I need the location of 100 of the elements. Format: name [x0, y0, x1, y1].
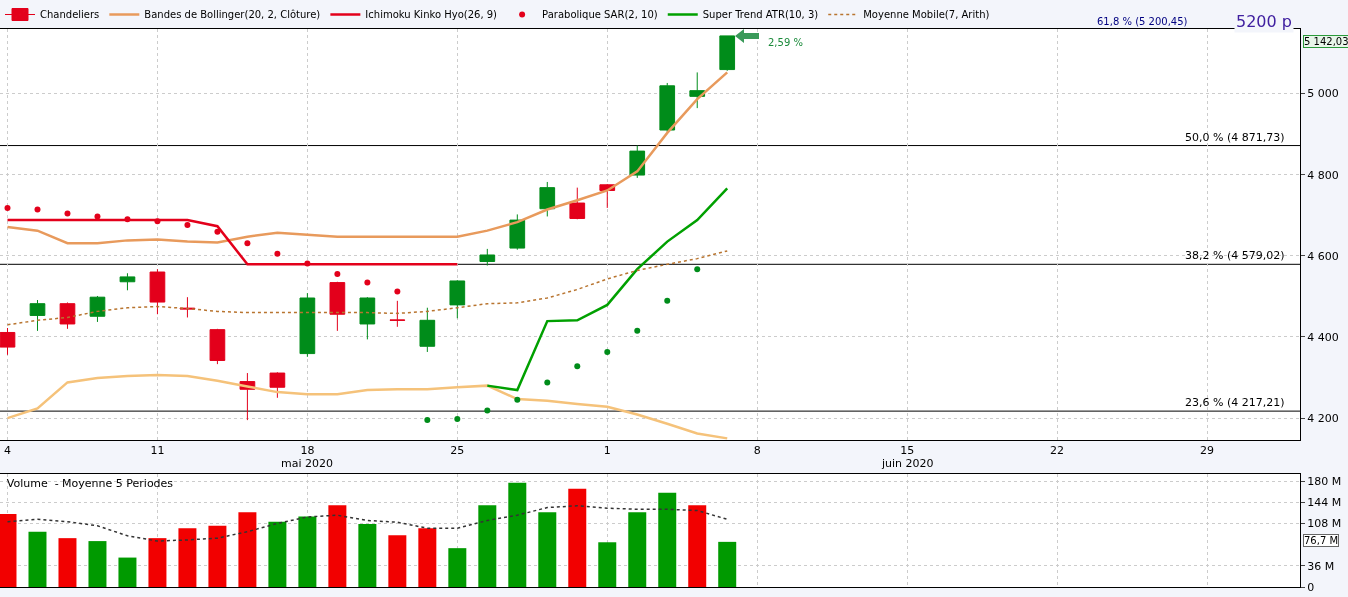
- bar: [238, 512, 257, 587]
- legend-label: Bandes de Bollinger(20, 2, Clôture): [144, 9, 321, 21]
- candlestick: [329, 281, 346, 332]
- bar: [718, 541, 737, 587]
- candlestick: [719, 35, 736, 72]
- legend-label: Ichimoku Kinko Hyo(26, 9): [365, 9, 498, 21]
- point: [214, 228, 221, 235]
- line-series: [6, 373, 729, 440]
- point: [364, 279, 371, 286]
- point: [604, 348, 611, 355]
- ref-line-label: 50,0 % (4 871,73): [1185, 131, 1285, 144]
- text: 76,7 M: [1304, 535, 1339, 546]
- point: [424, 417, 431, 424]
- candlestick: [209, 328, 226, 365]
- y-tick-label: 0: [1307, 580, 1315, 594]
- line-series: [6, 71, 729, 245]
- bar: [118, 557, 137, 587]
- candlestick: [59, 301, 76, 330]
- y-tick-label: 36 M: [1307, 559, 1335, 573]
- legend-label: Parabolique SAR(2, 10): [542, 9, 658, 21]
- point: [154, 218, 161, 225]
- x-tick-label: 1: [603, 444, 611, 458]
- x-tick-label: 29: [1200, 444, 1215, 458]
- candlestick: [449, 279, 466, 319]
- annotation: 5200 p: [1236, 12, 1292, 31]
- annotation: 2,59 %: [768, 37, 803, 48]
- point: [664, 297, 671, 304]
- bar: [568, 488, 587, 587]
- candlestick: [359, 296, 376, 340]
- point: [4, 204, 11, 211]
- candlestick: [479, 248, 496, 267]
- x-tick-label: 8: [753, 444, 761, 458]
- y-tick-label: 108 M: [1307, 517, 1342, 531]
- ref-line-label: 38,2 % (4 579,02): [1185, 249, 1285, 262]
- legend-label: Moyenne Mobile(7, Arith): [863, 9, 990, 21]
- x-tick-label: 15: [900, 444, 915, 458]
- chart-title: Volume - Moyenne 5 Periodes: [6, 476, 174, 490]
- x-tick-label: 25: [450, 444, 465, 458]
- bar: [298, 516, 317, 587]
- y-tick-label: 4 800: [1307, 168, 1339, 182]
- y-tick-label: 4 600: [1307, 249, 1339, 263]
- x-tick-label: 4: [4, 444, 11, 458]
- point: [484, 407, 491, 414]
- bar: [178, 528, 197, 587]
- point: [64, 210, 71, 217]
- candlestick: [0, 327, 16, 356]
- text: juin 2020: [881, 457, 934, 470]
- line-series: [486, 187, 729, 392]
- point: [574, 363, 581, 370]
- candlestick: [659, 82, 676, 133]
- candlestick: [569, 187, 586, 220]
- bar: [28, 531, 47, 587]
- line-series: [6, 250, 728, 326]
- point: [94, 213, 101, 220]
- point: [34, 206, 41, 213]
- point: [124, 216, 131, 223]
- candlestick: [539, 181, 556, 217]
- candlestick: [269, 371, 286, 399]
- bar: [148, 538, 167, 587]
- legend-label: Super Trend ATR(10, 3): [702, 9, 819, 21]
- candlestick: [29, 299, 46, 332]
- ref-line-label: 23,6 % (4 217,21): [1185, 396, 1285, 409]
- candlestick: [149, 268, 166, 315]
- point: [514, 396, 521, 403]
- bar: [88, 541, 107, 587]
- y-tick-label: 180 M: [1307, 474, 1342, 488]
- point: [244, 240, 251, 247]
- x-tick-label: 22: [1050, 444, 1065, 458]
- y-tick-label: 5 000: [1307, 87, 1339, 101]
- point: [304, 260, 311, 267]
- candlestick: [509, 213, 526, 251]
- bar: [628, 512, 647, 587]
- point: [634, 327, 641, 334]
- point: [694, 266, 701, 273]
- point: [184, 221, 191, 228]
- bar: [388, 535, 407, 587]
- point: [454, 415, 461, 422]
- candlestick: [119, 272, 136, 291]
- y-tick-label: 4 200: [1307, 411, 1339, 425]
- bar: [358, 524, 377, 587]
- bar: [688, 505, 707, 587]
- y-tick-label: 4 400: [1307, 330, 1339, 344]
- bar: [598, 542, 617, 587]
- line-series: [6, 505, 728, 542]
- y-tick-label: 144 M: [1307, 496, 1342, 510]
- bar: [478, 505, 497, 587]
- point: [334, 271, 341, 278]
- point: [544, 379, 551, 386]
- candlestick: [89, 295, 106, 323]
- bar: [508, 482, 527, 587]
- bar: [58, 538, 77, 587]
- point: [274, 250, 281, 257]
- bar: [0, 514, 17, 587]
- legend-label: Chandeliers: [40, 9, 100, 21]
- bar: [538, 512, 557, 587]
- text: 5 142,03: [1304, 36, 1348, 47]
- x-tick-label: 18: [300, 444, 315, 458]
- bar: [328, 505, 347, 587]
- bar: [208, 525, 227, 587]
- text: mai 2020: [281, 457, 334, 470]
